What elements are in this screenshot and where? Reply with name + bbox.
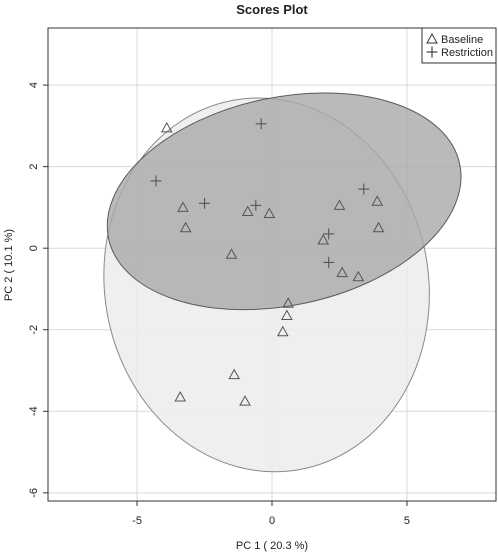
legend-label-restriction: Restriction bbox=[441, 47, 493, 59]
point-baseline bbox=[263, 207, 276, 219]
point-baseline bbox=[241, 205, 254, 216]
legend-label-baseline: Baseline bbox=[441, 34, 483, 46]
point-baseline bbox=[372, 221, 385, 233]
data-points bbox=[150, 118, 385, 406]
point-baseline bbox=[317, 234, 330, 245]
x-tick-label: 5 bbox=[404, 515, 410, 527]
x-axis: -5 0 5 bbox=[132, 501, 410, 527]
y-tick-label: 4 bbox=[28, 82, 40, 88]
legend-box bbox=[421, 27, 497, 64]
point-restriction bbox=[199, 197, 211, 209]
point-baseline bbox=[276, 325, 289, 337]
y-axis: -6 -4 -2 0 2 4 bbox=[28, 82, 48, 498]
point-baseline bbox=[177, 201, 189, 212]
point-baseline bbox=[371, 195, 384, 206]
point-restriction bbox=[323, 228, 335, 240]
point-restriction bbox=[358, 183, 370, 195]
point-restriction bbox=[323, 256, 335, 268]
point-baseline bbox=[239, 395, 251, 406]
point-baseline bbox=[336, 266, 349, 278]
chart-title: Scores Plot bbox=[236, 2, 308, 17]
point-baseline bbox=[179, 221, 192, 233]
y-tick-label: 0 bbox=[28, 245, 40, 251]
y-tick-label: 2 bbox=[28, 164, 40, 170]
point-baseline bbox=[160, 121, 173, 133]
point-baseline bbox=[282, 297, 295, 308]
point-baseline bbox=[228, 368, 241, 380]
x-axis-label: PC 1 ( 20.3 %) bbox=[236, 540, 308, 552]
ellipse-restriction bbox=[106, 92, 462, 311]
point-baseline bbox=[280, 309, 293, 320]
point-restriction bbox=[150, 175, 162, 187]
y-tick-label: -2 bbox=[28, 325, 40, 335]
point-baseline bbox=[225, 248, 238, 259]
x-tick-label: -5 bbox=[132, 515, 142, 527]
legend-marker-baseline bbox=[426, 32, 438, 44]
y-tick-label: -4 bbox=[28, 406, 40, 416]
confidence-ellipses bbox=[103, 92, 462, 473]
x-tick-label: 0 bbox=[269, 515, 275, 527]
point-restriction bbox=[255, 118, 267, 130]
y-tick-label: -6 bbox=[28, 488, 40, 498]
point-restriction bbox=[250, 199, 262, 211]
point-baseline bbox=[352, 270, 365, 282]
legend-marker-restriction bbox=[426, 46, 438, 58]
point-baseline bbox=[174, 390, 187, 402]
y-axis-label: PC 2 ( 10.1 %) bbox=[3, 229, 15, 301]
point-baseline bbox=[333, 199, 346, 210]
